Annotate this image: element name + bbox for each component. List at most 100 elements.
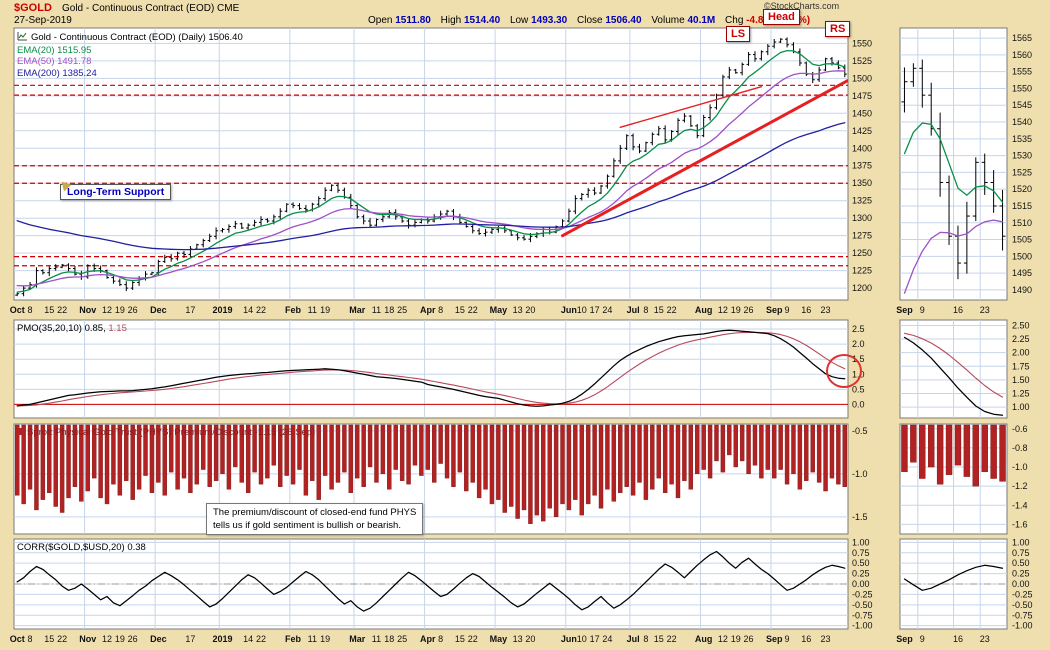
pmo-mini-panel: 2.50 2.25 2.00 1.75 1.50 1.25 1.00	[899, 319, 1030, 419]
svg-text:10: 10	[577, 634, 587, 644]
copyright-link[interactable]: ©StockCharts.com	[764, 1, 840, 11]
svg-text:-0.25: -0.25	[852, 589, 873, 599]
svg-text:-0.6: -0.6	[1012, 424, 1028, 434]
phys-legend-title: Sprott Physical Gold Trust (PHYS) Premiu…	[27, 427, 316, 438]
svg-text:17: 17	[185, 305, 195, 315]
svg-text:1350: 1350	[852, 178, 872, 188]
svg-text:1495: 1495	[1012, 268, 1032, 278]
svg-text:13: 13	[513, 634, 523, 644]
svg-text:10: 10	[577, 305, 587, 315]
svg-text:Dec: Dec	[150, 634, 167, 644]
svg-text:Aug: Aug	[695, 305, 713, 315]
pmo-legend-value: 0.85,	[84, 323, 106, 334]
svg-text:1475: 1475	[852, 91, 872, 101]
svg-text:22: 22	[667, 305, 677, 315]
svg-text:15: 15	[455, 305, 465, 315]
svg-text:Jun: Jun	[561, 634, 577, 644]
svg-text:15: 15	[44, 634, 54, 644]
svg-text:Sep: Sep	[896, 305, 913, 315]
svg-text:-1.00: -1.00	[1012, 621, 1033, 631]
svg-text:0.0: 0.0	[852, 399, 865, 409]
svg-text:-1.2: -1.2	[1012, 481, 1028, 491]
svg-text:8: 8	[438, 305, 443, 315]
svg-text:22: 22	[57, 305, 67, 315]
svg-text:Jun: Jun	[561, 305, 577, 315]
svg-text:Jul: Jul	[627, 305, 640, 315]
svg-text:23: 23	[980, 305, 990, 315]
svg-text:1555: 1555	[1012, 67, 1032, 77]
corr-legend: CORR($GOLD,$USD,20) 0.38	[17, 542, 146, 553]
svg-text:22: 22	[256, 305, 266, 315]
ema200-legend: EMA(200) 1385.24	[17, 67, 97, 79]
svg-text:19: 19	[320, 305, 330, 315]
svg-text:-0.5: -0.5	[852, 426, 868, 436]
svg-text:Nov: Nov	[79, 634, 96, 644]
svg-text:1325: 1325	[852, 196, 872, 206]
svg-text:16: 16	[953, 305, 963, 315]
svg-text:-0.75: -0.75	[1012, 610, 1033, 620]
svg-text:16: 16	[801, 305, 811, 315]
svg-text:2.5: 2.5	[852, 324, 865, 334]
svg-text:0.50: 0.50	[1012, 558, 1030, 568]
high-label: High	[440, 15, 462, 26]
ema20-legend: EMA(20) 1515.95	[17, 44, 92, 56]
svg-text:1.00: 1.00	[852, 537, 870, 547]
svg-text:1500: 1500	[1012, 251, 1032, 261]
svg-text:22: 22	[57, 634, 67, 644]
svg-text:9: 9	[920, 305, 925, 315]
pmo-legend-signal: 1.15	[108, 323, 127, 334]
svg-text:20: 20	[525, 634, 535, 644]
svg-text:Sep: Sep	[896, 634, 913, 644]
close-label: Close	[577, 15, 603, 26]
svg-text:Sep: Sep	[766, 634, 783, 644]
pmo-legend-name: PMO(35,20,10)	[17, 323, 82, 334]
svg-text:Jul: Jul	[627, 634, 640, 644]
volume-value: 40.1M	[687, 15, 716, 26]
svg-text:19: 19	[115, 634, 125, 644]
ticker-symbol: $GOLD	[14, 2, 52, 14]
svg-text:1515: 1515	[1012, 201, 1032, 211]
svg-text:Feb: Feb	[285, 634, 302, 644]
phys-note-line2: tells us if gold sentiment is bullish or…	[213, 520, 401, 531]
svg-text:0.75: 0.75	[852, 548, 870, 558]
svg-text:1.25: 1.25	[1012, 389, 1030, 399]
svg-text:Apr: Apr	[420, 634, 436, 644]
svg-text:12: 12	[718, 305, 728, 315]
svg-text:Feb: Feb	[285, 305, 302, 315]
histogram-icon	[17, 428, 24, 435]
svg-text:-1.4: -1.4	[1012, 500, 1028, 510]
svg-text:2.00: 2.00	[1012, 348, 1030, 358]
svg-text:-0.50: -0.50	[1012, 600, 1033, 610]
svg-text:25: 25	[397, 634, 407, 644]
svg-text:24: 24	[602, 634, 612, 644]
svg-text:22: 22	[468, 634, 478, 644]
svg-text:11: 11	[308, 305, 317, 315]
svg-text:Oct: Oct	[10, 305, 25, 315]
svg-text:18: 18	[384, 634, 394, 644]
svg-text:9: 9	[785, 305, 790, 315]
price-legend-title: Gold - Continuous Contract (EOD) (Daily)…	[31, 32, 243, 43]
svg-text:0.25: 0.25	[1012, 569, 1030, 579]
svg-text:19: 19	[731, 305, 741, 315]
svg-text:26: 26	[128, 305, 138, 315]
svg-text:1275: 1275	[852, 231, 872, 241]
left-shoulder-label: LS	[726, 26, 751, 42]
svg-text:17: 17	[185, 634, 195, 644]
svg-text:14: 14	[243, 634, 253, 644]
svg-text:19: 19	[731, 634, 741, 644]
svg-text:1.5: 1.5	[852, 354, 865, 364]
volume-label: Volume	[651, 15, 685, 26]
phys-legend: Sprott Physical Gold Trust (PHYS) Premiu…	[17, 427, 315, 439]
svg-text:Nov: Nov	[79, 305, 96, 315]
pmo-panel: 2.52.01.51.00.50.0	[13, 319, 865, 419]
svg-text:11: 11	[372, 305, 381, 315]
chart-type-icon	[17, 31, 28, 45]
svg-text:20: 20	[525, 305, 535, 315]
corr-mini-panel: 1.000.750.500.250.00-0.25-0.50-0.75-1.00	[899, 537, 1033, 631]
svg-text:14: 14	[243, 305, 253, 315]
svg-text:Sep: Sep	[766, 305, 783, 315]
svg-text:1250: 1250	[852, 248, 872, 258]
svg-text:17: 17	[590, 634, 600, 644]
svg-text:Aug: Aug	[695, 634, 713, 644]
svg-text:-0.25: -0.25	[1012, 589, 1033, 599]
